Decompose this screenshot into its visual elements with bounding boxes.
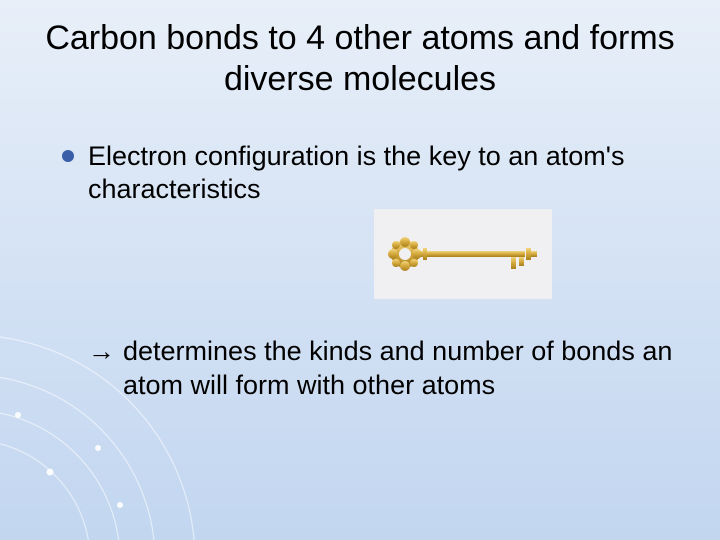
- key-image-container: [62, 209, 684, 299]
- slide: Carbon bonds to 4 other atoms and forms …: [0, 0, 720, 540]
- bullet-item: Electron configuration is the key to an …: [62, 140, 684, 208]
- slide-title: Carbon bonds to 4 other atoms and forms …: [36, 18, 684, 100]
- arrow-icon: →: [88, 335, 115, 369]
- key-icon: [383, 229, 543, 279]
- arrow-item: → determines the kinds and number of bon…: [62, 335, 684, 403]
- arrow-text: determines the kinds and number of bonds…: [123, 335, 684, 403]
- slide-body: Electron configuration is the key to an …: [36, 140, 684, 403]
- key-image: [374, 209, 552, 299]
- bullet-dot-icon: [62, 150, 74, 162]
- bullet-text: Electron configuration is the key to an …: [88, 140, 684, 208]
